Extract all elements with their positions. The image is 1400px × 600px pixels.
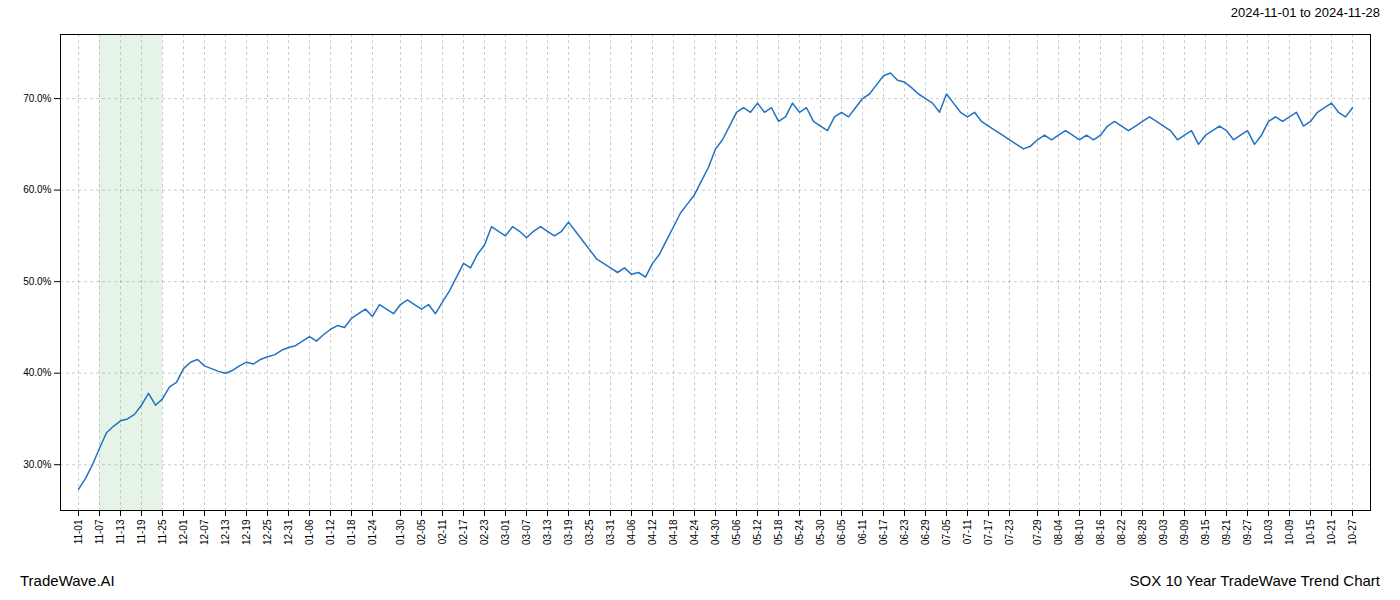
svg-text:07-17: 07-17 — [983, 519, 994, 545]
svg-text:03-19: 03-19 — [563, 519, 574, 545]
svg-text:07-23: 07-23 — [1004, 519, 1015, 545]
svg-text:10-09: 10-09 — [1284, 519, 1295, 545]
svg-text:05-30: 05-30 — [815, 519, 826, 545]
svg-text:12-19: 12-19 — [241, 519, 252, 545]
svg-text:10-15: 10-15 — [1305, 519, 1316, 545]
svg-text:01-18: 01-18 — [346, 519, 357, 545]
svg-text:11-13: 11-13 — [115, 519, 126, 544]
svg-text:03-25: 03-25 — [584, 519, 595, 545]
svg-text:08-22: 08-22 — [1116, 519, 1127, 545]
svg-text:07-05: 07-05 — [941, 519, 952, 545]
svg-text:11-19: 11-19 — [136, 519, 147, 544]
svg-text:08-28: 08-28 — [1137, 519, 1148, 545]
svg-text:09-21: 09-21 — [1221, 519, 1232, 545]
svg-text:01-12: 01-12 — [325, 519, 336, 545]
svg-text:08-10: 08-10 — [1074, 519, 1085, 545]
svg-text:09-03: 09-03 — [1158, 519, 1169, 545]
html-text:TradeWave.AI: TradeWave.AI — [20, 571, 115, 589]
svg-text:09-09: 09-09 — [1179, 519, 1190, 545]
svg-text:03-07: 03-07 — [521, 519, 532, 545]
svg-text:12-01: 12-01 — [178, 519, 189, 545]
svg-text:12-07: 12-07 — [199, 519, 210, 545]
svg-text:06-11: 06-11 — [857, 519, 868, 544]
svg-text:11-01: 11-01 — [73, 519, 84, 544]
svg-text:10-27: 10-27 — [1347, 519, 1358, 545]
svg-text:01-24: 01-24 — [367, 519, 378, 545]
svg-text:10-21: 10-21 — [1326, 519, 1337, 545]
svg-text:07-11: 07-11 — [962, 519, 973, 544]
svg-text:04-24: 04-24 — [689, 519, 700, 545]
svg-text:12-13: 12-13 — [220, 519, 231, 545]
svg-text:11-07: 11-07 — [94, 519, 105, 544]
svg-text:09-27: 09-27 — [1242, 519, 1253, 545]
svg-text:05-12: 05-12 — [752, 519, 763, 545]
html-text:SOX 10 Year TradeWave Trend Ch: SOX 10 Year TradeWave Trend Chart — [1129, 571, 1380, 589]
svg-text:12-25: 12-25 — [262, 519, 273, 545]
svg-text:08-04: 08-04 — [1053, 519, 1064, 545]
svg-text:70.0%: 70.0% — [23, 93, 51, 104]
svg-text:02-17: 02-17 — [458, 519, 469, 545]
svg-text:06-17: 06-17 — [878, 519, 889, 545]
svg-text:07-29: 07-29 — [1032, 519, 1043, 545]
svg-text:30.0%: 30.0% — [23, 459, 51, 470]
svg-text:03-13: 03-13 — [542, 519, 553, 545]
svg-text:05-24: 05-24 — [794, 519, 805, 545]
svg-text:10-03: 10-03 — [1263, 519, 1274, 545]
svg-text:11-25: 11-25 — [157, 519, 168, 544]
svg-text:06-23: 06-23 — [899, 519, 910, 545]
svg-text:02-11: 02-11 — [437, 519, 448, 544]
svg-text:06-05: 06-05 — [836, 519, 847, 545]
svg-text:40.0%: 40.0% — [23, 367, 51, 378]
svg-text:02-23: 02-23 — [479, 519, 490, 545]
svg-text:09-15: 09-15 — [1200, 519, 1211, 545]
svg-text:01-30: 01-30 — [395, 519, 406, 545]
svg-text:05-06: 05-06 — [731, 519, 742, 545]
svg-text:02-05: 02-05 — [416, 519, 427, 545]
svg-text:03-01: 03-01 — [500, 519, 511, 545]
svg-text:08-16: 08-16 — [1095, 519, 1106, 545]
svg-text:01-06: 01-06 — [304, 519, 315, 545]
svg-text:03-31: 03-31 — [605, 519, 616, 545]
svg-text:12-31: 12-31 — [283, 519, 294, 545]
svg-text:50.0%: 50.0% — [23, 276, 51, 287]
svg-text:04-06: 04-06 — [626, 519, 637, 545]
svg-text:04-18: 04-18 — [668, 519, 679, 545]
html-text:2024-11-01 to 2024-11-28: 2024-11-01 to 2024-11-28 — [1230, 4, 1380, 20]
svg-text:60.0%: 60.0% — [23, 184, 51, 195]
svg-text:04-12: 04-12 — [647, 519, 658, 545]
svg-text:04-30: 04-30 — [710, 519, 721, 545]
svg-text:05-18: 05-18 — [773, 519, 784, 545]
svg-text:06-29: 06-29 — [920, 519, 931, 545]
